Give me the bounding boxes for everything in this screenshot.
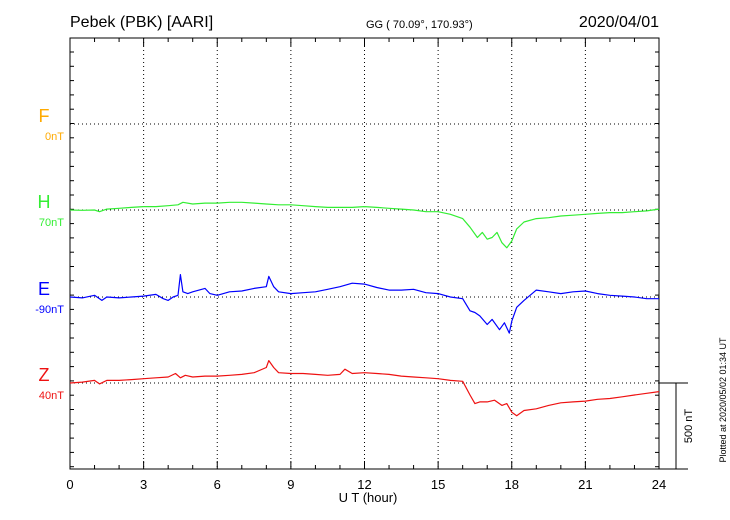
series-baseline-Z: 40nT bbox=[39, 390, 64, 402]
x-tick-label: 0 bbox=[66, 477, 73, 492]
x-tick-label: 24 bbox=[652, 477, 666, 492]
gridlines bbox=[70, 38, 659, 469]
x-tick-label: 3 bbox=[140, 477, 147, 492]
scale-bar: 500 nT bbox=[659, 382, 695, 470]
x-tick-labels: 0 3 6 9 12 15 18 21 24 bbox=[66, 477, 666, 492]
series-baseline-E: -90nT bbox=[35, 304, 64, 316]
x-axis-label: U T (hour) bbox=[339, 490, 398, 505]
plot-timestamp: Plotted at 2020/05/02 01:34 UT bbox=[718, 337, 728, 463]
series-name-E: E bbox=[38, 279, 50, 299]
x-tick-label: 9 bbox=[287, 477, 294, 492]
series-name-F: F bbox=[39, 106, 50, 126]
series-labels: F 0nT H 70nT E -90nT Z 40nT bbox=[35, 106, 64, 402]
x-tick-label: 15 bbox=[431, 477, 445, 492]
x-tick-label: 21 bbox=[578, 477, 592, 492]
series-line-H bbox=[69, 201, 660, 249]
series-line-E bbox=[69, 274, 659, 334]
station-title: Pebek (PBK) [AARI] bbox=[70, 14, 213, 31]
series-name-H: H bbox=[38, 192, 51, 212]
series-name-Z: Z bbox=[39, 365, 50, 385]
series-line-Z bbox=[69, 360, 660, 417]
x-tick-label: 6 bbox=[214, 477, 221, 492]
date-label: 2020/04/01 bbox=[579, 14, 659, 31]
series-baseline-H: 70nT bbox=[39, 217, 64, 229]
x-tick-label: 18 bbox=[505, 477, 519, 492]
series-lines bbox=[69, 201, 660, 417]
scale-bar-label: 500 nT bbox=[683, 409, 695, 444]
coordinates-label: GG ( 70.09°, 170.93°) bbox=[366, 19, 473, 31]
x-tick-label: 12 bbox=[357, 477, 371, 492]
series-baseline-F: 0nT bbox=[45, 131, 64, 143]
